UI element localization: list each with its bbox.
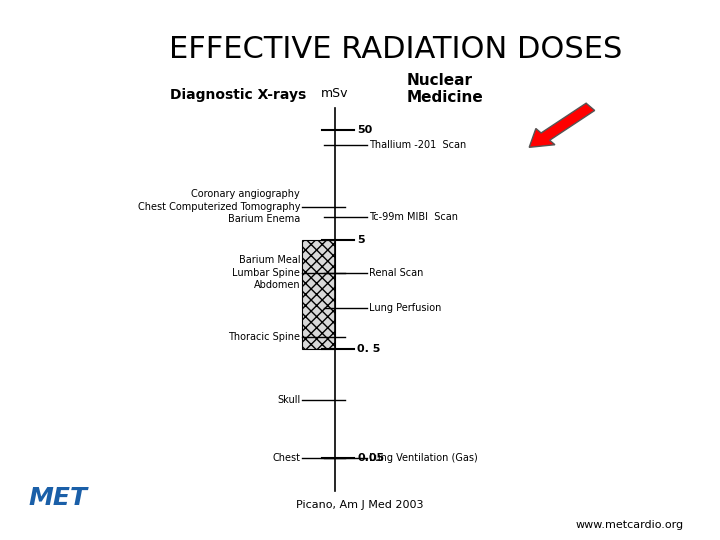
Text: MET: MET bbox=[29, 487, 88, 510]
Text: 0.05: 0.05 bbox=[357, 454, 384, 463]
Text: Nuclear
Medicine: Nuclear Medicine bbox=[407, 73, 484, 105]
Text: mSv: mSv bbox=[321, 87, 348, 100]
Text: Thoracic Spine: Thoracic Spine bbox=[228, 332, 300, 342]
Text: Chest: Chest bbox=[272, 454, 300, 463]
Text: Thallium -201  Scan: Thallium -201 Scan bbox=[369, 140, 467, 150]
Text: 50: 50 bbox=[357, 125, 372, 136]
Text: 5: 5 bbox=[357, 235, 365, 245]
Text: EFFECTIVE RADIATION DOSES: EFFECTIVE RADIATION DOSES bbox=[169, 35, 623, 64]
Text: Renal Scan: Renal Scan bbox=[369, 268, 424, 278]
Text: Picano, Am J Med 2003: Picano, Am J Med 2003 bbox=[296, 500, 424, 510]
Text: Barium Meal
Lumbar Spine
Abdomen: Barium Meal Lumbar Spine Abdomen bbox=[233, 255, 300, 290]
Text: Coronary angiography
Chest Computerized Tomography
Barium Enema: Coronary angiography Chest Computerized … bbox=[138, 190, 300, 224]
Text: Lung Ventilation (Gas): Lung Ventilation (Gas) bbox=[369, 454, 478, 463]
Text: Lung Perfusion: Lung Perfusion bbox=[369, 302, 442, 313]
Text: Diagnostic X-rays: Diagnostic X-rays bbox=[170, 87, 306, 102]
Text: Tc-99m MIBI  Scan: Tc-99m MIBI Scan bbox=[369, 212, 459, 222]
Text: Skull: Skull bbox=[277, 395, 300, 406]
Text: www.metcardio.org: www.metcardio.org bbox=[576, 520, 684, 530]
Text: 0. 5: 0. 5 bbox=[357, 344, 380, 354]
